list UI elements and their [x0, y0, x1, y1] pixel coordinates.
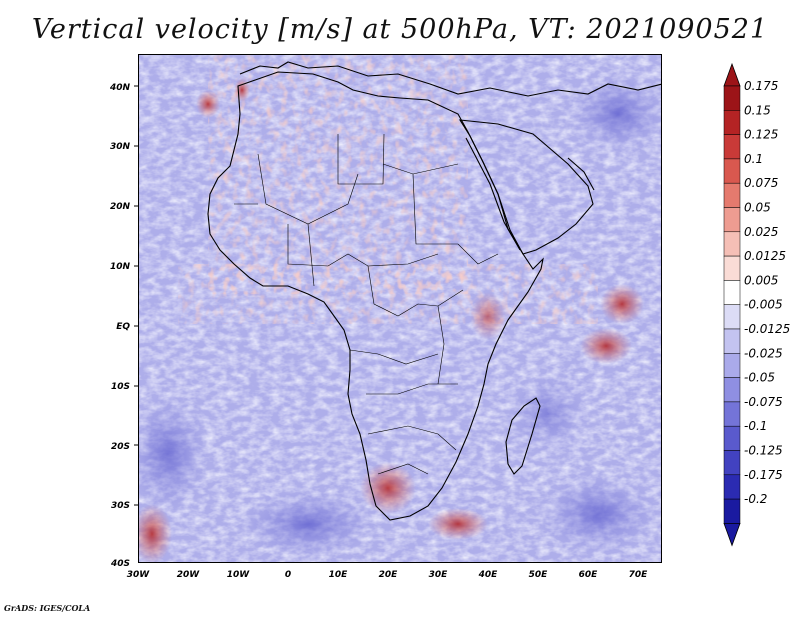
country-borders [234, 133, 499, 475]
colorbar-label: 0.05 [744, 201, 771, 215]
colorbar-cell [723, 304, 741, 330]
colorbar-cells [723, 62, 741, 547]
lon-label: 30E [429, 570, 449, 580]
colorbar-label: 0.125 [744, 128, 778, 142]
colorbar: 0.175 0.15 0.125 0.1 0.075 0.05 0.025 0.0125 0.0… [723, 62, 790, 547]
lat-axis: 40N 30N 20N 10N EQ 10S 20S 30S 40S [109, 83, 138, 569]
grads-credit: GrADS: IGES/COLA [4, 603, 91, 613]
colorbar-cell [723, 425, 741, 451]
upward-motion-areas [132, 54, 644, 564]
colorbar-cell [723, 134, 741, 160]
lat-label: 30S [111, 501, 130, 511]
vertical-velocity-map [128, 54, 668, 564]
colorbar-cell [723, 182, 741, 208]
downward-motion-areas [128, 74, 668, 558]
lon-label: 20W [177, 570, 201, 580]
colorbar-cell [723, 207, 741, 233]
colorbar-cell [723, 255, 741, 281]
lat-label: 20N [110, 202, 131, 212]
arabian-peninsula [458, 119, 594, 255]
colorbar-label: -0.005 [744, 298, 783, 312]
lon-label: 60E [579, 570, 599, 580]
colorbar-label: -0.125 [744, 444, 783, 458]
colorbar-label: 0.005 [744, 273, 778, 287]
colorbar-label: -0.175 [744, 468, 783, 482]
colorbar-arrow-top [723, 62, 741, 87]
lon-label: 40E [478, 570, 499, 580]
lat-label: 10S [111, 382, 130, 392]
colorbar-cell [723, 353, 741, 378]
lat-label: 10N [110, 262, 131, 272]
chart-title: Vertical velocity [m/s] at 500hPa, VT: 2… [31, 14, 769, 45]
lat-label: 20S [111, 442, 130, 452]
lat-label: 30N [110, 142, 131, 152]
madagascar-coastline [505, 397, 541, 475]
colorbar-cell [723, 450, 741, 476]
colorbar-label: 0.15 [744, 103, 771, 117]
colorbar-label: -0.075 [744, 395, 783, 409]
lat-label: 40S [110, 559, 130, 569]
map-frame [138, 54, 662, 563]
lon-label: 10W [227, 570, 251, 580]
lon-label: 20E [379, 570, 399, 580]
lon-label: 70E [629, 570, 649, 580]
colorbar-label: 0.075 [744, 176, 778, 190]
lon-label: 30W [127, 570, 151, 580]
colorbar-label: -0.1 [744, 419, 767, 433]
colorbar-cell [723, 110, 741, 135]
colorbar-cell [723, 231, 741, 257]
colorbar-cell [723, 158, 741, 184]
lon-label: 10E [329, 570, 349, 580]
red-sea [465, 137, 521, 251]
lon-label: 50E [529, 570, 549, 580]
colorbar-label: 0.175 [744, 79, 778, 93]
colorbar-label: 0.0125 [744, 249, 786, 263]
lon-axis: 30W 20W 10W 0 10E 20E 30E 40E 50E 60E 70… [127, 570, 649, 580]
colorbar-cell [723, 377, 741, 403]
lat-label: EQ [116, 322, 130, 332]
persian-gulf [567, 157, 595, 191]
map-plot[interactable] [128, 54, 668, 564]
colorbar-cell [723, 85, 741, 111]
coastlines [207, 61, 663, 521]
colorbar-cell [723, 328, 741, 354]
europe-coast [239, 61, 663, 97]
colorbar-label: 0.1 [744, 152, 763, 166]
colorbar-label: -0.025 [744, 346, 783, 360]
colorbar-cell [723, 280, 741, 305]
colorbar-cell [723, 401, 741, 427]
colorbar-arrow-bottom [723, 522, 741, 547]
colorbar-label: -0.0125 [744, 322, 790, 336]
colorbar-label: 0.025 [744, 225, 778, 239]
lat-label: 40N [109, 83, 131, 93]
colorbar-cell [723, 498, 741, 524]
colorbar-label: -0.05 [744, 371, 775, 385]
colorbar-cell [723, 474, 741, 500]
colorbar-labels: 0.175 0.15 0.125 0.1 0.075 0.05 0.025 0.0125 0.0… [744, 79, 790, 506]
lon-label: 0 [285, 570, 291, 580]
colorbar-label: -0.2 [744, 492, 767, 506]
